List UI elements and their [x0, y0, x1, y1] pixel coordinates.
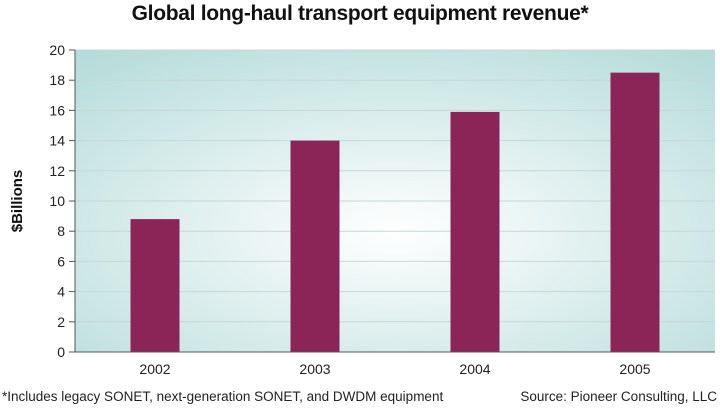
bar-2004	[450, 111, 500, 352]
y-tick-label: 0	[57, 344, 65, 360]
x-axis: 2002 2003 2004 2005	[75, 351, 715, 377]
chart-title: Global long-haul transport equipment rev…	[131, 2, 589, 25]
gridlines	[75, 49, 715, 323]
y-tick-label: 10	[49, 193, 65, 209]
x-tick-label: 2005	[619, 361, 650, 377]
footnote: *Includes legacy SONET, next-generation …	[2, 389, 444, 404]
y-tick-label: 18	[49, 72, 65, 88]
x-tick-label: 2004	[459, 361, 490, 377]
x-tick-label: 2002	[139, 361, 170, 377]
bars	[130, 72, 660, 353]
y-tick-label: 2	[57, 314, 65, 330]
y-tick-label: 20	[49, 42, 65, 58]
bar-2003	[290, 140, 340, 352]
y-tick-label: 4	[57, 284, 65, 300]
bar-2002	[130, 219, 180, 352]
y-axis: 0 2 4 6 8 10 12 14 16 18 20	[49, 42, 76, 360]
y-tick-label: 14	[49, 133, 65, 149]
bar-2005	[610, 72, 660, 353]
y-tick-label: 12	[49, 163, 65, 179]
source-note: Source: Pioneer Consulting, LLC	[520, 389, 717, 404]
y-axis-label: $Billions	[9, 170, 26, 233]
y-tick-label: 6	[57, 253, 65, 269]
x-tick-label: 2003	[299, 361, 330, 377]
y-tick-label: 16	[49, 102, 65, 118]
y-tick-label: 8	[57, 223, 65, 239]
